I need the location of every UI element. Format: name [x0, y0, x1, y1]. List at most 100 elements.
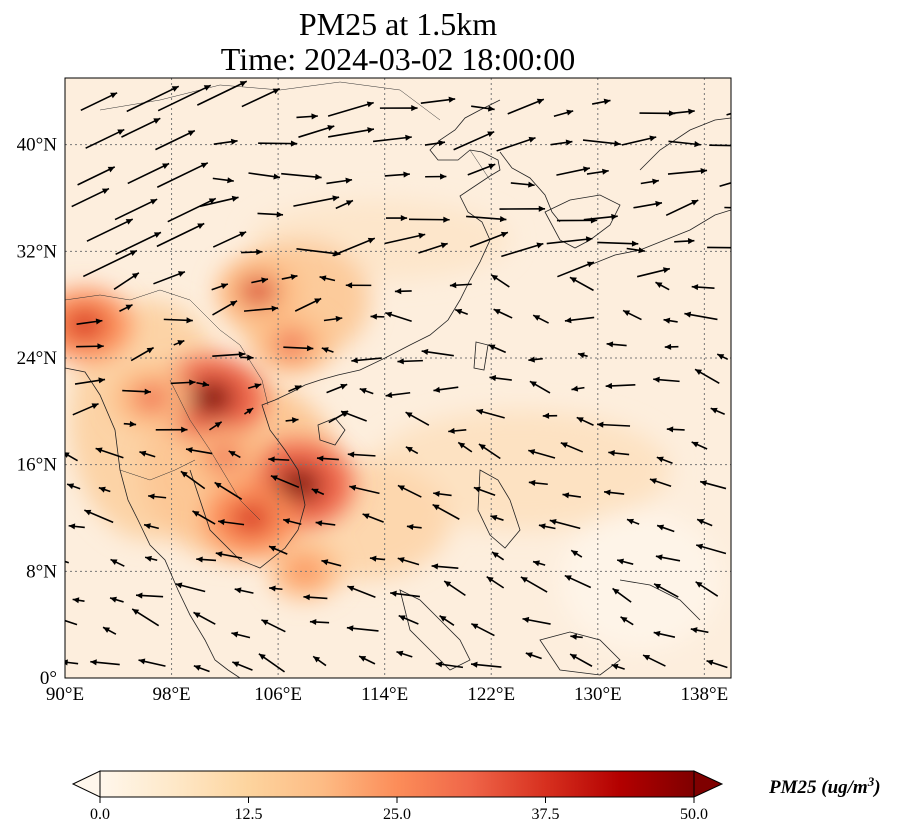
- wind-arrow: [312, 655, 327, 667]
- wind-arrow: [247, 383, 262, 390]
- hotspot-core: [65, 309, 105, 340]
- wind-arrow: [489, 375, 512, 382]
- wind-arrow: [173, 339, 185, 346]
- wind-arrow: [74, 377, 106, 385]
- wind-arrow: [397, 358, 423, 365]
- wind-arrow: [724, 206, 731, 209]
- wind-arrow: [65, 619, 78, 626]
- wind-arrow: [215, 551, 243, 559]
- wind-arrow: [130, 346, 155, 362]
- wind-arrow: [691, 284, 715, 291]
- wind-arrow: [405, 411, 430, 426]
- wind-arrow: [193, 611, 216, 625]
- wind-arrow: [570, 633, 583, 640]
- wind-arrow: [726, 112, 731, 116]
- wind-arrow: [532, 314, 549, 324]
- wind-arrow: [156, 222, 205, 248]
- map-timestamp: Time: 2024-03-02 18:00:00: [220, 41, 576, 77]
- wind-arrow: [258, 653, 285, 673]
- wind-arrow: [144, 555, 158, 562]
- wind-arrow: [85, 128, 125, 149]
- wind-arrow: [126, 85, 180, 113]
- wind-arrow: [68, 523, 85, 530]
- colorbar-tick-label: 12.5: [235, 806, 263, 823]
- wind-arrow: [385, 215, 408, 222]
- hotspot-core: [240, 277, 277, 305]
- lat-tick-label: 24°N: [17, 348, 58, 369]
- wind-arrow: [282, 518, 302, 526]
- wind-arrow: [332, 237, 376, 257]
- wind-arrow: [603, 489, 625, 496]
- colorbar-extend-max: [693, 770, 724, 798]
- wind-arrow: [490, 274, 510, 288]
- wind-arrow: [241, 248, 263, 256]
- wind-arrow: [550, 139, 573, 146]
- wind-arrow: [626, 247, 646, 254]
- wind-arrow: [418, 242, 448, 254]
- wind-arrow: [131, 608, 160, 627]
- lon-tick-label: 122°E: [467, 684, 515, 705]
- wind-arrow: [311, 488, 325, 496]
- wind-arrow: [214, 481, 243, 500]
- lat-tick-label: 16°N: [17, 455, 58, 476]
- wind-arrow: [488, 344, 507, 354]
- latitude-labels: 0° 8°N 16°N 24°N 32°N 40°N: [17, 135, 58, 689]
- wind-arrow: [664, 343, 679, 350]
- lat-tick-label: 40°N: [17, 135, 58, 156]
- wind-arrow: [119, 303, 133, 312]
- wind-arrow: [351, 357, 382, 364]
- wind-arrow: [157, 84, 212, 112]
- wind-arrow: [620, 616, 634, 626]
- wind-arrow: [562, 492, 582, 499]
- wind-arrow: [421, 348, 454, 357]
- wind-arrow: [667, 108, 695, 115]
- wind-arrow: [699, 480, 727, 490]
- wind-arrow: [241, 87, 281, 108]
- wind-arrow: [384, 171, 410, 178]
- wind-arrow: [213, 138, 238, 146]
- colorbar-gradient: [100, 771, 694, 797]
- wind-arrow: [577, 352, 588, 359]
- wind-arrow: [684, 311, 718, 321]
- wind-arrow: [114, 198, 158, 221]
- wind-arrow: [71, 187, 110, 208]
- colorbar-label: PM25 (ug/m3): [768, 774, 881, 799]
- wind-arrow: [538, 523, 556, 530]
- wind-arrow: [281, 274, 298, 281]
- wind-arrow: [642, 654, 666, 667]
- wind-arrow: [349, 484, 380, 495]
- wind-arrow: [653, 630, 676, 638]
- wind-arrow: [328, 127, 375, 138]
- lat-tick-label: 32°N: [17, 241, 58, 262]
- wind-arrow: [431, 563, 459, 570]
- wind-arrow: [668, 140, 701, 148]
- wind-arrow: [362, 513, 384, 523]
- wind-arrow: [347, 451, 376, 458]
- wind-arrow: [110, 558, 125, 567]
- coastlines: [65, 99, 731, 678]
- wind-arrow: [476, 408, 505, 419]
- wind-arrow: [127, 162, 170, 185]
- wind-arrow: [65, 659, 79, 666]
- wind-arrow: [122, 388, 152, 395]
- wind-arrow: [605, 382, 636, 389]
- wind-arrow: [621, 135, 657, 146]
- wind-arrow: [98, 486, 111, 493]
- wind-arrow: [268, 456, 290, 463]
- wind-arrow: [478, 443, 501, 460]
- wind-arrow: [398, 614, 419, 625]
- wind-arrow: [346, 625, 379, 632]
- wind-arrow: [243, 407, 254, 415]
- wind-arrow: [231, 631, 251, 639]
- wind-arrow: [326, 383, 348, 394]
- wind-arrow: [372, 134, 412, 143]
- lat-tick-label: 0°: [40, 668, 57, 689]
- wind-arrow: [316, 455, 339, 462]
- wind-arrow: [148, 493, 167, 500]
- colorbar-tick-label: 37.5: [532, 806, 560, 823]
- wind-arrow: [653, 583, 679, 598]
- wind-arrow: [212, 177, 234, 184]
- wind-arrow: [243, 305, 279, 312]
- wind-arrow: [656, 456, 673, 464]
